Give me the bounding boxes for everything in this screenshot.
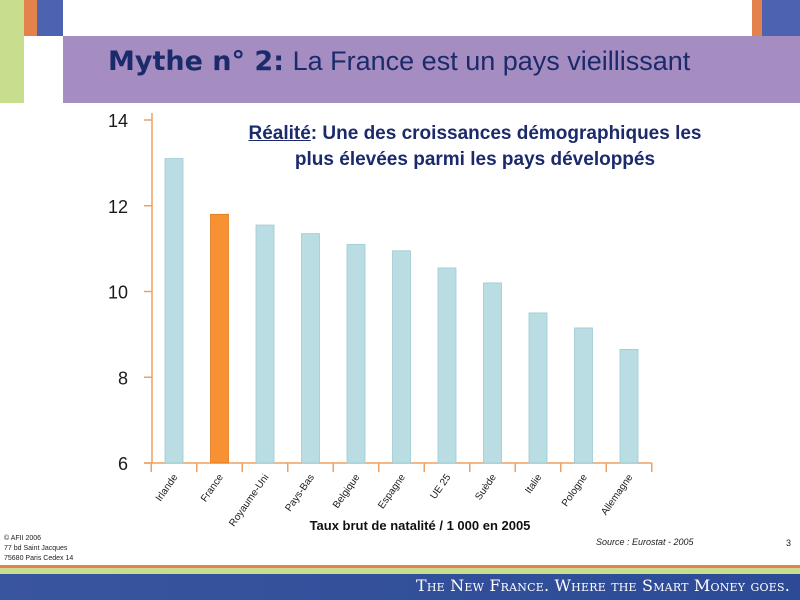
bar-italie [528, 312, 548, 464]
title-statement: La France est un pays vieillissant [292, 46, 691, 76]
bar-irlande [164, 158, 184, 464]
page-number: 3 [786, 538, 792, 548]
copyright-block: © AFII 2006 77 bd Saint Jacques 75680 Pa… [4, 534, 73, 564]
reality-subtitle: Réalité: Une des croissances démographiq… [190, 121, 760, 173]
address-line-2: 75680 Paris Cedex 14 [4, 555, 74, 562]
category-label: Suède [473, 472, 499, 502]
category-label: Allemagne [599, 472, 635, 517]
reality-text-line1: : Une des croissances démographiques les [310, 123, 702, 144]
bar-allemagne [619, 348, 639, 464]
category-label: Pologne [560, 472, 590, 509]
bar-pologne [574, 327, 593, 464]
y-tick-label: 10 [108, 283, 128, 303]
decor-square-right-blue [762, 0, 800, 36]
slide-title: Mythe n° 2: La France est un pays vieill… [108, 46, 690, 77]
bar-belgique [346, 243, 366, 464]
bar-espagne [392, 250, 411, 464]
decor-square-green [0, 0, 24, 103]
footer-band [0, 574, 800, 600]
bar-suède [483, 282, 502, 464]
source-note: Source : Eurostat - 2005 [596, 537, 694, 547]
category-label: Italie [523, 472, 544, 496]
decor-square-right-orange [752, 0, 762, 36]
footer-tagline: The New France. Where the Smart Money go… [415, 576, 790, 595]
bar-pays-bas [301, 233, 320, 464]
decor-square-orange [24, 0, 37, 36]
category-label: Pays-Bas [283, 472, 317, 513]
birth-rate-bar-chart: 6 8 10 12 14 Irlande France Royaume-Uni Pays-Bas… [108, 111, 653, 529]
category-label: Belgique [331, 472, 363, 511]
address-line-1: 77 bd Saint Jacques [4, 545, 68, 552]
category-label: France [199, 472, 226, 504]
y-tick-label: 6 [118, 454, 128, 474]
y-tick-label: 14 [108, 111, 128, 131]
y-tick-label: 8 [118, 368, 128, 388]
title-band [63, 36, 800, 103]
copyright-line: © AFII 2006 [4, 535, 42, 542]
category-label: Irlande [154, 472, 181, 504]
category-label: UE 25 [429, 472, 454, 501]
decor-square-blue [37, 0, 63, 36]
reality-label: Réalité [248, 123, 311, 144]
title-myth-number: Mythe n° 2: [108, 46, 285, 77]
bar-royaume-uni [255, 224, 275, 464]
bar-ue-25 [437, 267, 457, 464]
y-tick-label: 12 [108, 197, 128, 217]
x-axis-label: Taux brut de natalité / 1 000 en 2005 [309, 518, 531, 533]
bar-france [210, 213, 229, 464]
category-label: Espagne [376, 472, 408, 511]
reality-text-line2: plus élevées parmi les pays développés [294, 149, 656, 170]
category-label: Royaume-Uni [227, 472, 271, 528]
footer-stripe-green [0, 568, 800, 574]
footer-stripe-orange [0, 565, 800, 568]
